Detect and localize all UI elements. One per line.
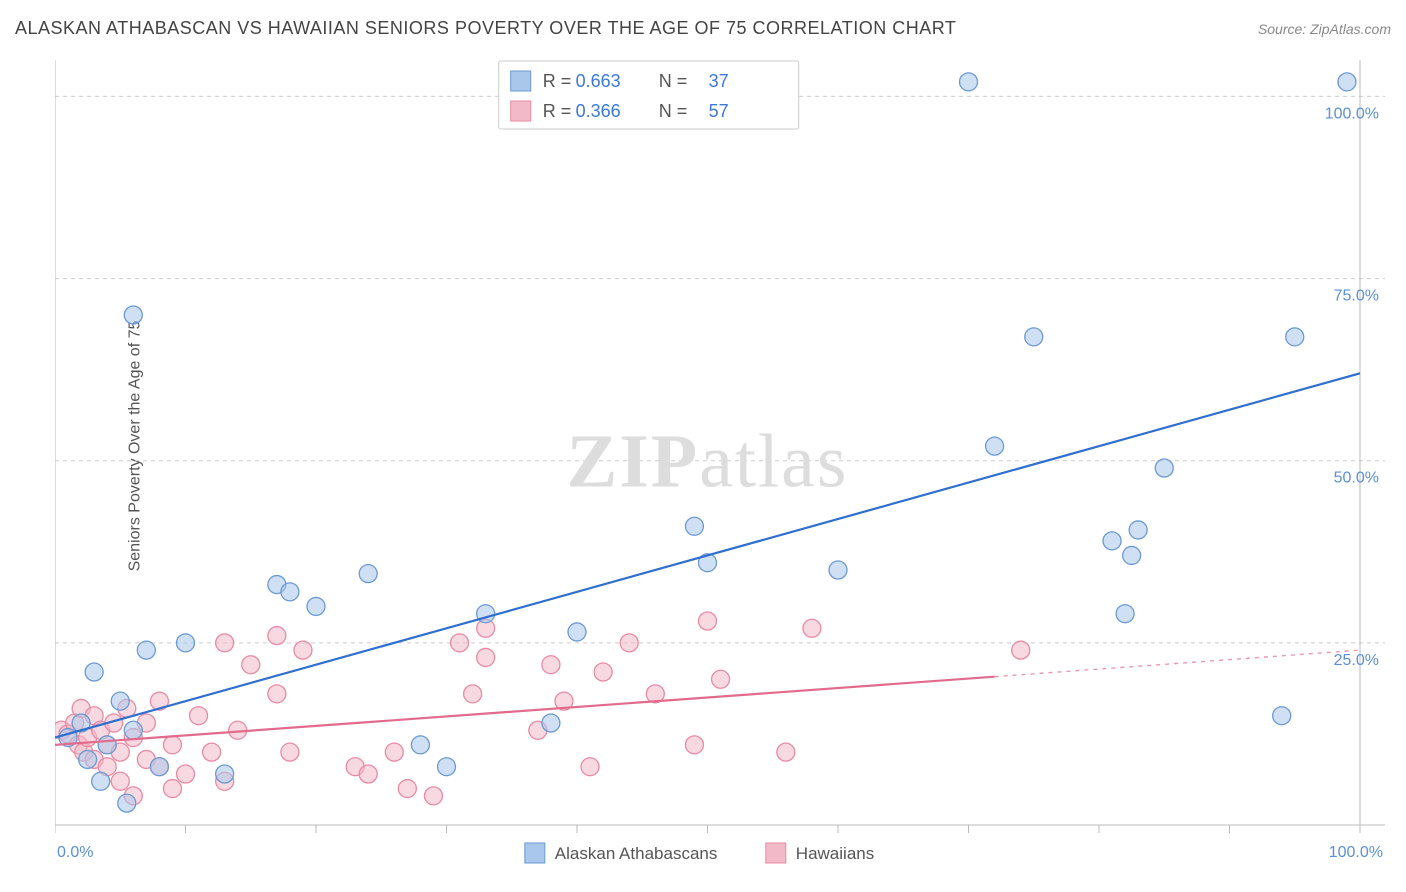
legend-r-value: 0.366 (576, 101, 621, 121)
data-point-hawaiian (777, 743, 795, 761)
data-point-athabascan (98, 736, 116, 754)
source-label: Source: (1258, 21, 1306, 37)
data-point-athabascan (1338, 73, 1356, 91)
trend-line-extrapolated-hawaiian (995, 650, 1360, 677)
data-point-athabascan (1273, 707, 1291, 725)
data-point-hawaiian (163, 736, 181, 754)
data-point-hawaiian (203, 743, 221, 761)
chart-title: ALASKAN ATHABASCAN VS HAWAIIAN SENIORS P… (15, 18, 956, 39)
data-point-hawaiian (685, 736, 703, 754)
data-point-athabascan (118, 794, 136, 812)
data-point-hawaiian (803, 619, 821, 637)
legend-n-label: N = (659, 71, 688, 91)
scatter-plot: ZIPatlas0.0%100.0%25.0%50.0%75.0%100.0%R… (55, 55, 1385, 825)
data-point-athabascan (124, 306, 142, 324)
data-point-hawaiian (1012, 641, 1030, 659)
legend-r-label: R = (543, 71, 572, 91)
data-point-hawaiian (216, 634, 234, 652)
data-point-hawaiian (542, 656, 560, 674)
data-point-hawaiian (424, 787, 442, 805)
data-point-athabascan (1123, 546, 1141, 564)
legend-n-value: 57 (709, 101, 729, 121)
data-point-hawaiian (699, 612, 717, 630)
data-point-athabascan (960, 73, 978, 91)
data-point-hawaiian (268, 627, 286, 645)
data-point-athabascan (829, 561, 847, 579)
source-name: ZipAtlas.com (1310, 21, 1391, 37)
data-point-hawaiian (581, 758, 599, 776)
y-tick-label: 75.0% (1334, 288, 1379, 305)
data-point-hawaiian (594, 663, 612, 681)
data-point-athabascan (92, 772, 110, 790)
y-tick-label: 25.0% (1334, 652, 1379, 669)
data-point-athabascan (79, 750, 97, 768)
data-point-hawaiian (385, 743, 403, 761)
data-point-athabascan (542, 714, 560, 732)
data-point-hawaiian (111, 772, 129, 790)
data-point-athabascan (1155, 459, 1173, 477)
data-point-athabascan (1116, 605, 1134, 623)
data-point-hawaiian (294, 641, 312, 659)
data-point-hawaiian (190, 707, 208, 725)
data-point-athabascan (1129, 521, 1147, 539)
data-point-hawaiian (398, 780, 416, 798)
title-bar: ALASKAN ATHABASCAN VS HAWAIIAN SENIORS P… (15, 18, 1391, 39)
legend-n-value: 37 (709, 71, 729, 91)
legend-swatch-hawaiian (511, 101, 531, 121)
data-point-hawaiian (464, 685, 482, 703)
data-point-athabascan (359, 565, 377, 583)
data-point-athabascan (281, 583, 299, 601)
data-point-hawaiian (620, 634, 638, 652)
data-point-hawaiian (359, 765, 377, 783)
data-point-hawaiian (242, 656, 260, 674)
data-point-athabascan (685, 517, 703, 535)
data-point-athabascan (568, 623, 586, 641)
legend-swatch-athabascan (511, 71, 531, 91)
data-point-athabascan (216, 765, 234, 783)
data-point-athabascan (124, 721, 142, 739)
legend-n-label: N = (659, 101, 688, 121)
legend-swatch (766, 843, 786, 863)
data-point-hawaiian (712, 670, 730, 688)
data-point-athabascan (438, 758, 456, 776)
plot-svg: ZIPatlas 0.0% 100.0% 25.0% 50.0% 75.0% 100.0% R… (55, 55, 1385, 875)
y-tick-label: 50.0% (1334, 470, 1379, 487)
data-point-athabascan (1103, 532, 1121, 550)
data-point-athabascan (111, 692, 129, 710)
source-credit: Source: ZipAtlas.com (1258, 21, 1391, 37)
legend-r-label: R = (543, 101, 572, 121)
watermark: ZIPatlas (567, 420, 849, 504)
data-point-athabascan (411, 736, 429, 754)
data-point-athabascan (986, 437, 1004, 455)
data-point-athabascan (307, 597, 325, 615)
data-point-hawaiian (451, 634, 469, 652)
data-point-athabascan (137, 641, 155, 659)
data-point-athabascan (1286, 328, 1304, 346)
x-tick-label: 0.0% (57, 844, 93, 861)
legend-r-value: 0.663 (576, 71, 621, 91)
legend-swatch (525, 843, 545, 863)
data-point-hawaiian (163, 780, 181, 798)
y-tick-label: 100.0% (1325, 105, 1379, 122)
data-point-athabascan (85, 663, 103, 681)
data-point-athabascan (177, 634, 195, 652)
legend-series-label: Hawaiians (796, 844, 874, 863)
data-point-hawaiian (281, 743, 299, 761)
data-point-athabascan (150, 758, 168, 776)
data-point-hawaiian (477, 648, 495, 666)
data-point-hawaiian (268, 685, 286, 703)
legend-series-label: Alaskan Athabascans (555, 844, 718, 863)
x-tick-label: 100.0% (1329, 844, 1383, 861)
data-point-athabascan (1025, 328, 1043, 346)
data-point-hawaiian (177, 765, 195, 783)
